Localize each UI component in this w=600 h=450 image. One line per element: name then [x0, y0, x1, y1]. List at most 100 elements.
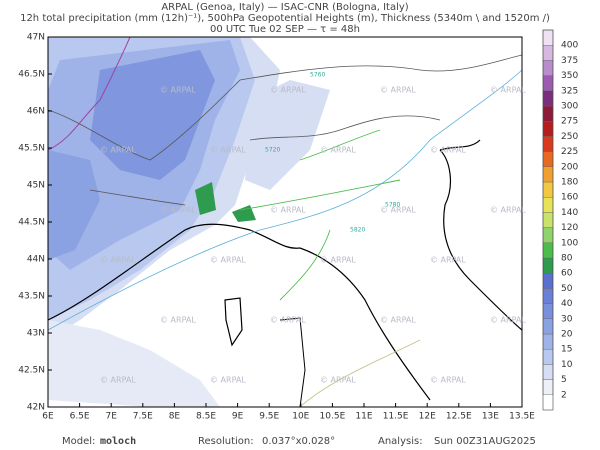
- colorbar-label: 350: [561, 71, 578, 81]
- colorbar-swatch: [542, 151, 554, 168]
- colorbar-swatch: [542, 105, 554, 122]
- watermark: © ARPAL: [490, 316, 526, 325]
- colorbar-label: 225: [561, 147, 578, 157]
- colorbar-label: 375: [561, 56, 578, 66]
- watermark: © ARPAL: [320, 256, 356, 265]
- lon-label: 6.5E: [70, 412, 90, 422]
- colorbar-swatch: [542, 318, 554, 335]
- colorbar-swatch: [542, 136, 554, 152]
- colorbar-swatch: [542, 333, 554, 350]
- watermark: © ARPAL: [380, 316, 416, 325]
- watermark: © ARPAL: [160, 86, 196, 95]
- watermark: © ARPAL: [320, 146, 356, 155]
- lon-label: 7E: [105, 412, 117, 422]
- colorbar-swatch: [542, 90, 554, 107]
- lon-label: 6E: [42, 412, 54, 422]
- colorbar-label: 180: [561, 178, 578, 188]
- contour-label: 5760: [310, 72, 325, 79]
- watermark: © ARPAL: [160, 206, 196, 215]
- colorbar-label: 60: [561, 269, 573, 279]
- watermark: © ARPAL: [270, 316, 306, 325]
- colorbar-label: 250: [561, 132, 578, 142]
- colorbar-label: 275: [561, 117, 578, 127]
- colorbar-swatch: [542, 364, 554, 380]
- colorbar-label: 300: [561, 102, 578, 112]
- lon-label: 13E: [482, 412, 499, 422]
- watermark: © ARPAL: [320, 376, 356, 385]
- lon-label: 9.5E: [259, 412, 279, 422]
- lat-label: 43.5N: [18, 292, 45, 302]
- watermark: © ARPAL: [270, 206, 306, 215]
- colorbar-swatch: [542, 288, 554, 304]
- colorbar-swatch: [542, 75, 554, 91]
- footer-value: Sun 00Z31AUG2025: [434, 436, 536, 447]
- watermark: © ARPAL: [430, 376, 466, 385]
- map: [48, 37, 522, 407]
- footer-label: Resolution:: [198, 436, 254, 447]
- colorbar-swatch: [542, 242, 554, 259]
- header-line: 12h total precipitation (mm (12h)⁻¹), 50…: [20, 13, 550, 24]
- colorbar-label: 325: [561, 86, 578, 96]
- watermark: © ARPAL: [270, 86, 306, 95]
- footer-label: Analysis:: [378, 436, 423, 447]
- colorbar-label: 2: [561, 390, 567, 400]
- colorbar-swatch: [542, 273, 554, 289]
- watermark: © ARPAL: [100, 376, 136, 385]
- colorbar-label: 160: [561, 193, 578, 203]
- watermark: © ARPAL: [490, 206, 526, 215]
- watermark: © ARPAL: [490, 86, 526, 95]
- colorbar-swatch: [542, 257, 554, 274]
- lat-label: 47N: [27, 33, 45, 43]
- lat-label: 42N: [27, 403, 45, 413]
- watermark: © ARPAL: [380, 206, 416, 215]
- watermark: © ARPAL: [210, 256, 246, 265]
- watermark: © ARPAL: [430, 256, 466, 265]
- colorbar-swatch: [542, 349, 554, 365]
- lon-label: 12.5E: [446, 412, 472, 422]
- colorbar-swatch: [542, 166, 554, 183]
- colorbar-swatch: [542, 196, 554, 213]
- lat-label: 43N: [27, 329, 45, 339]
- header-line: ARPAL (Genoa, Italy) — ISAC-CNR (Bologna…: [161, 2, 408, 13]
- lat-label: 46.5N: [18, 70, 45, 80]
- watermark: © ARPAL: [380, 86, 416, 95]
- lon-label: 8E: [169, 412, 181, 422]
- colorbar-label: 50: [561, 284, 573, 294]
- colorbar-label: 100: [561, 238, 578, 248]
- header-line: 00 UTC Tue 02 SEP — τ = 48h: [210, 24, 360, 35]
- footer-label: Model:: [62, 436, 95, 447]
- lat-label: 44N: [27, 255, 45, 265]
- lon-label: 12E: [419, 412, 436, 422]
- lon-label: 10.5E: [320, 412, 346, 422]
- colorbar-swatch: [542, 60, 554, 76]
- colorbar-label: 120: [561, 223, 578, 233]
- colorbar-label: 30: [561, 314, 573, 324]
- colorbar-label: 200: [561, 162, 578, 172]
- colorbar-label: 15: [561, 345, 572, 355]
- lon-label: 10E: [292, 412, 309, 422]
- lon-label: 7.5E: [133, 412, 153, 422]
- colorbar-label: 400: [561, 41, 578, 51]
- colorbar-swatch: [542, 227, 554, 244]
- watermark: © ARPAL: [210, 376, 246, 385]
- footer-value: 0.037°x0.028°: [262, 436, 335, 447]
- colorbar-swatch: [542, 181, 554, 198]
- colorbar-label: 5: [561, 375, 567, 385]
- lon-label: 8.5E: [196, 412, 216, 422]
- colorbar-swatch: [542, 379, 554, 396]
- lon-label: 9E: [232, 412, 244, 422]
- colorbar-swatch: [542, 45, 554, 61]
- contour-label: 5780: [385, 202, 400, 209]
- watermark: © ARPAL: [160, 316, 196, 325]
- colorbar-label: 140: [561, 208, 578, 218]
- watermark: © ARPAL: [210, 146, 246, 155]
- watermark: © ARPAL: [430, 146, 466, 155]
- lon-label: 11.5E: [383, 412, 409, 422]
- colorbar-frame: [542, 29, 554, 411]
- colorbar-label: 40: [561, 299, 573, 309]
- watermark: © ARPAL: [100, 256, 136, 265]
- contour-label: 5720: [265, 147, 280, 154]
- colorbar-swatch: [542, 303, 554, 320]
- watermark: © ARPAL: [100, 146, 136, 155]
